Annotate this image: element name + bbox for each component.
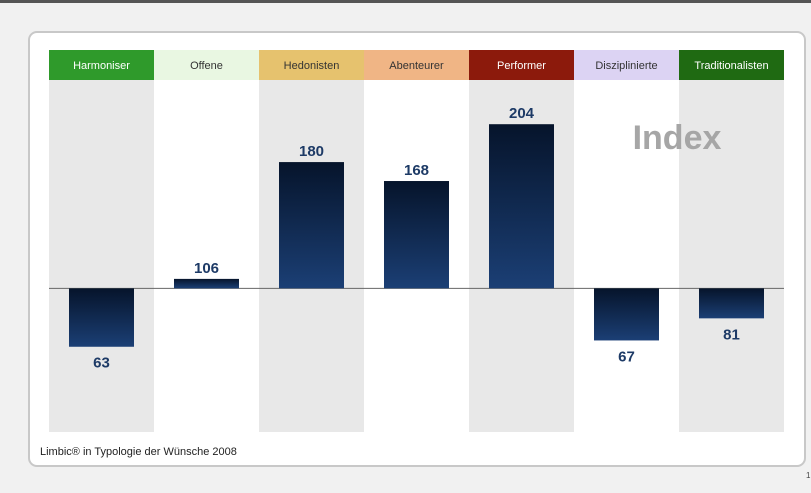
header-label: Offene [190,60,223,72]
header [469,50,574,80]
source: Limbic® in Typologie der Wünsche 2008 [40,446,237,458]
column [154,80,259,432]
data-label: 204 [509,105,535,122]
bar [384,181,449,289]
header-label: Hedonisten [284,60,340,72]
bar [279,162,344,289]
page-number: 1 [806,471,811,480]
bar [69,288,134,347]
header-label: Traditionalisten [694,60,768,72]
header-label: Abenteurer [389,60,444,72]
header-label: Performer [497,60,546,72]
top-border [0,0,811,3]
data-label: 106 [194,260,219,277]
column [679,80,784,432]
data-label: 180 [299,143,324,160]
header [259,50,364,80]
bar [699,288,764,319]
data-label: 168 [404,162,429,179]
column [49,80,154,432]
bar [174,278,239,289]
header-label: Disziplinierte [595,60,657,72]
data-label: 81 [723,326,740,343]
header [364,50,469,80]
column [574,80,679,432]
data-label: 67 [618,348,635,365]
header [154,50,259,80]
data-label: 63 [93,355,110,372]
header [49,50,154,80]
header [574,50,679,80]
bar [489,124,554,289]
header [679,50,784,80]
header-label: Harmoniser [73,60,130,72]
annotation: Index [633,119,722,157]
bar [594,288,659,341]
